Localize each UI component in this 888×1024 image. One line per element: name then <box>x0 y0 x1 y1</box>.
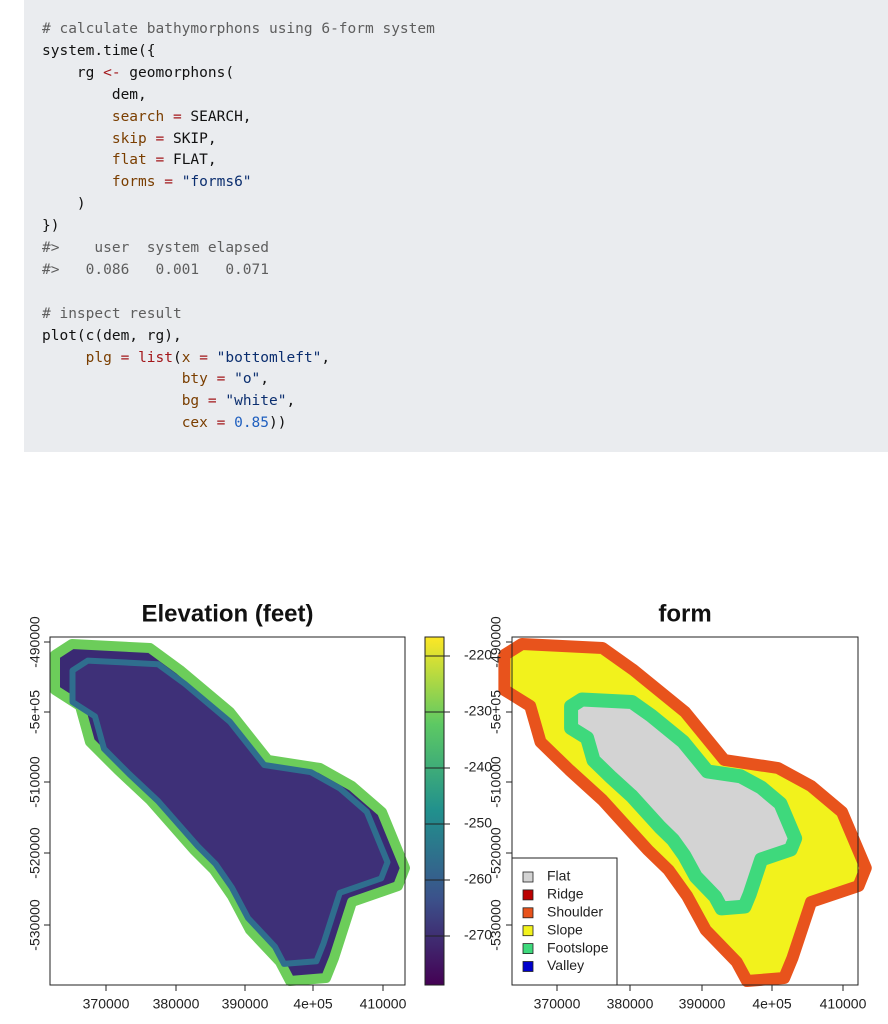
x-tick-label: 380000 <box>607 996 654 1012</box>
code-line: bty = "o", <box>181 371 270 388</box>
x-tick-label: 370000 <box>83 996 130 1012</box>
form-raster <box>564 692 803 916</box>
legend-swatch <box>522 871 534 883</box>
figure: Elevation (feet) 370000 380000 390000 4e+05 4… <box>27 600 872 1012</box>
colorbar-tick-label: -220 <box>464 647 492 663</box>
panel-title: form <box>658 600 711 627</box>
legend-label: Valley <box>547 957 584 973</box>
legend-swatch <box>522 925 534 937</box>
y-tick-label: -530000 <box>488 899 504 951</box>
code-line: plg = list(x = "bottomleft", <box>85 349 331 366</box>
y-tick-label: -510000 <box>488 756 504 808</box>
code-line: skip = SKIP, <box>111 130 217 147</box>
y-tick-label: -490000 <box>27 616 43 668</box>
legend-label: Shoulder <box>547 904 603 920</box>
y-tick-label: -5e+05 <box>488 690 504 734</box>
x-tick-label: 410000 <box>360 996 407 1012</box>
legend-label: Footslope <box>547 939 609 955</box>
plot-frame <box>511 636 859 986</box>
x-tick-label: 380000 <box>153 996 200 1012</box>
colorbar <box>424 636 445 986</box>
legend-swatch <box>522 943 534 955</box>
code-line: #> user system elapsed <box>42 240 269 256</box>
x-tick-label: 410000 <box>820 996 867 1012</box>
legend-label: Slope <box>547 921 583 937</box>
y-tick-label: -530000 <box>27 899 43 951</box>
panel-title: Elevation (feet) <box>141 600 313 627</box>
code-block: # calculate bathymorphons using 6-form s… <box>24 0 888 452</box>
x-tick-label: 4e+05 <box>293 996 333 1012</box>
colorbar-tick-label: -230 <box>464 703 492 719</box>
code-line: flat = FLAT, <box>111 152 217 169</box>
legend-swatch <box>522 961 534 972</box>
colorbar-tick-label: -240 <box>464 759 492 775</box>
y-tick-label: -510000 <box>27 756 43 808</box>
code-line: bg = "white", <box>181 393 296 410</box>
code-line: # inspect result <box>42 305 182 322</box>
y-tick-label: -5e+05 <box>27 690 43 734</box>
y-tick-label: -520000 <box>27 827 43 879</box>
colorbar-tick-label: -250 <box>464 815 492 831</box>
y-tick-label: -520000 <box>488 827 504 879</box>
x-tick-label: 390000 <box>222 996 269 1012</box>
y-tick-label: -490000 <box>488 616 504 668</box>
code-line: system.time({ <box>42 42 156 59</box>
code-line: # calculate bathymorphons using 6-form s… <box>42 21 435 37</box>
colorbar-tick-label: -270 <box>464 927 492 943</box>
code-line: search = SEARCH, <box>111 108 252 125</box>
x-tick-label: 390000 <box>679 996 726 1012</box>
code-line: cex = 0.85)) <box>181 415 287 432</box>
elevation-raster <box>69 657 391 967</box>
x-tick-label: 370000 <box>534 996 581 1012</box>
colorbar-tick-label: -260 <box>464 871 492 887</box>
code-line: forms = "forms6" <box>111 174 252 191</box>
plot-frame <box>49 636 406 986</box>
legend-label: Ridge <box>547 886 584 902</box>
legend-label: Flat <box>547 868 570 884</box>
code-line: rg <- geomorphons( <box>42 64 235 81</box>
code-line: }) <box>42 218 60 235</box>
code-line: plot(c(dem, rg), <box>42 327 182 344</box>
code-line: dem, <box>42 86 147 103</box>
legend-swatch <box>522 907 534 919</box>
x-tick-label: 4e+05 <box>752 996 792 1012</box>
code-line: ) <box>42 196 86 213</box>
legend-swatch <box>522 889 534 901</box>
code-line: #> 0.086 0.001 0.071 <box>42 261 269 278</box>
